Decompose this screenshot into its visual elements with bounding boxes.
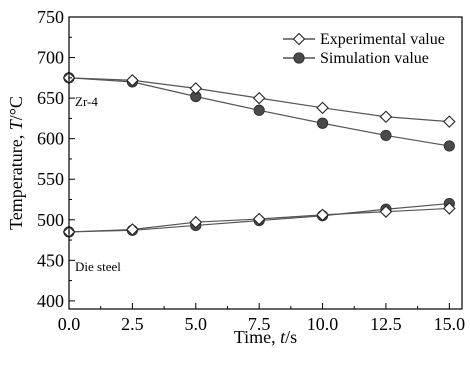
- y-tick-label-4: 600: [37, 129, 64, 149]
- y-axis-title-suffix: /°C: [6, 96, 26, 120]
- series-0: [62, 71, 456, 128]
- y-tick-label-3: 550: [37, 169, 64, 189]
- x-tick-label-3: 7.5: [248, 314, 271, 334]
- y-tick-label-7: 750: [37, 7, 64, 27]
- series-2: [62, 202, 456, 239]
- y-tick-label-1: 450: [37, 250, 64, 270]
- x-axis-title-prefix: Time,: [234, 327, 280, 347]
- y-axis-title-var: T: [6, 118, 26, 130]
- series-2-point-6: [443, 202, 456, 215]
- y-axis-title: Temperature, T/°C: [6, 96, 26, 230]
- series-layer: [62, 71, 456, 239]
- x-tick-label-4: 10.0: [307, 314, 339, 334]
- series-1-point-3: [253, 104, 265, 116]
- y-tick-label-0: 400: [37, 291, 64, 311]
- y-axis-title-prefix: Temperature,: [6, 130, 26, 230]
- series-1: [63, 72, 455, 152]
- x-tick-label-0: 0.0: [58, 314, 81, 334]
- series-0-point-5: [379, 110, 393, 124]
- series-1-point-4: [316, 117, 329, 129]
- series-1-point-6: [443, 140, 455, 152]
- legend-diamond-marker: [292, 32, 306, 46]
- legend-circle-marker: [293, 52, 305, 64]
- series-2-point-3: [252, 212, 266, 226]
- series-0-point-2: [189, 82, 203, 95]
- x-tick-label-6: 15.0: [434, 314, 466, 334]
- y-tick-label-6: 700: [37, 48, 64, 68]
- series-2-point-2: [189, 215, 203, 229]
- annotation-die-steel: Die steel: [75, 259, 121, 274]
- x-tick-label-2: 5.0: [185, 314, 208, 334]
- series-2-point-5: [379, 205, 393, 218]
- y-tick-label-5: 650: [37, 88, 64, 108]
- y-tick-label-2: 500: [37, 210, 64, 230]
- series-1-point-5: [380, 129, 392, 142]
- x-axis-title: Time, t/s: [234, 327, 297, 347]
- annotation-zr4: Zr-4: [75, 94, 98, 109]
- x-axis-title-var: t: [280, 327, 286, 347]
- series-0-point-1: [126, 73, 139, 87]
- series-0-point-6: [443, 115, 456, 128]
- x-axis-title-suffix: /s: [285, 327, 297, 347]
- legend-label-1: Simulation value: [320, 50, 429, 67]
- series-2-point-4: [316, 208, 329, 222]
- x-tick-label-5: 12.5: [370, 314, 402, 334]
- series-0-point-3: [252, 91, 266, 105]
- series-0-point-4: [316, 101, 329, 115]
- legend-label-0: Experimental value: [320, 31, 445, 48]
- legend: Experimental value Simulation value: [283, 31, 445, 67]
- x-tick-label-1: 2.5: [121, 314, 144, 334]
- series-2-point-1: [126, 223, 139, 236]
- axes: 0.0 2.5 5.0 7.5 10.0 12.5 15.0 400 450 500 550 600 6…: [6, 7, 465, 347]
- plot-frame: [68, 16, 463, 310]
